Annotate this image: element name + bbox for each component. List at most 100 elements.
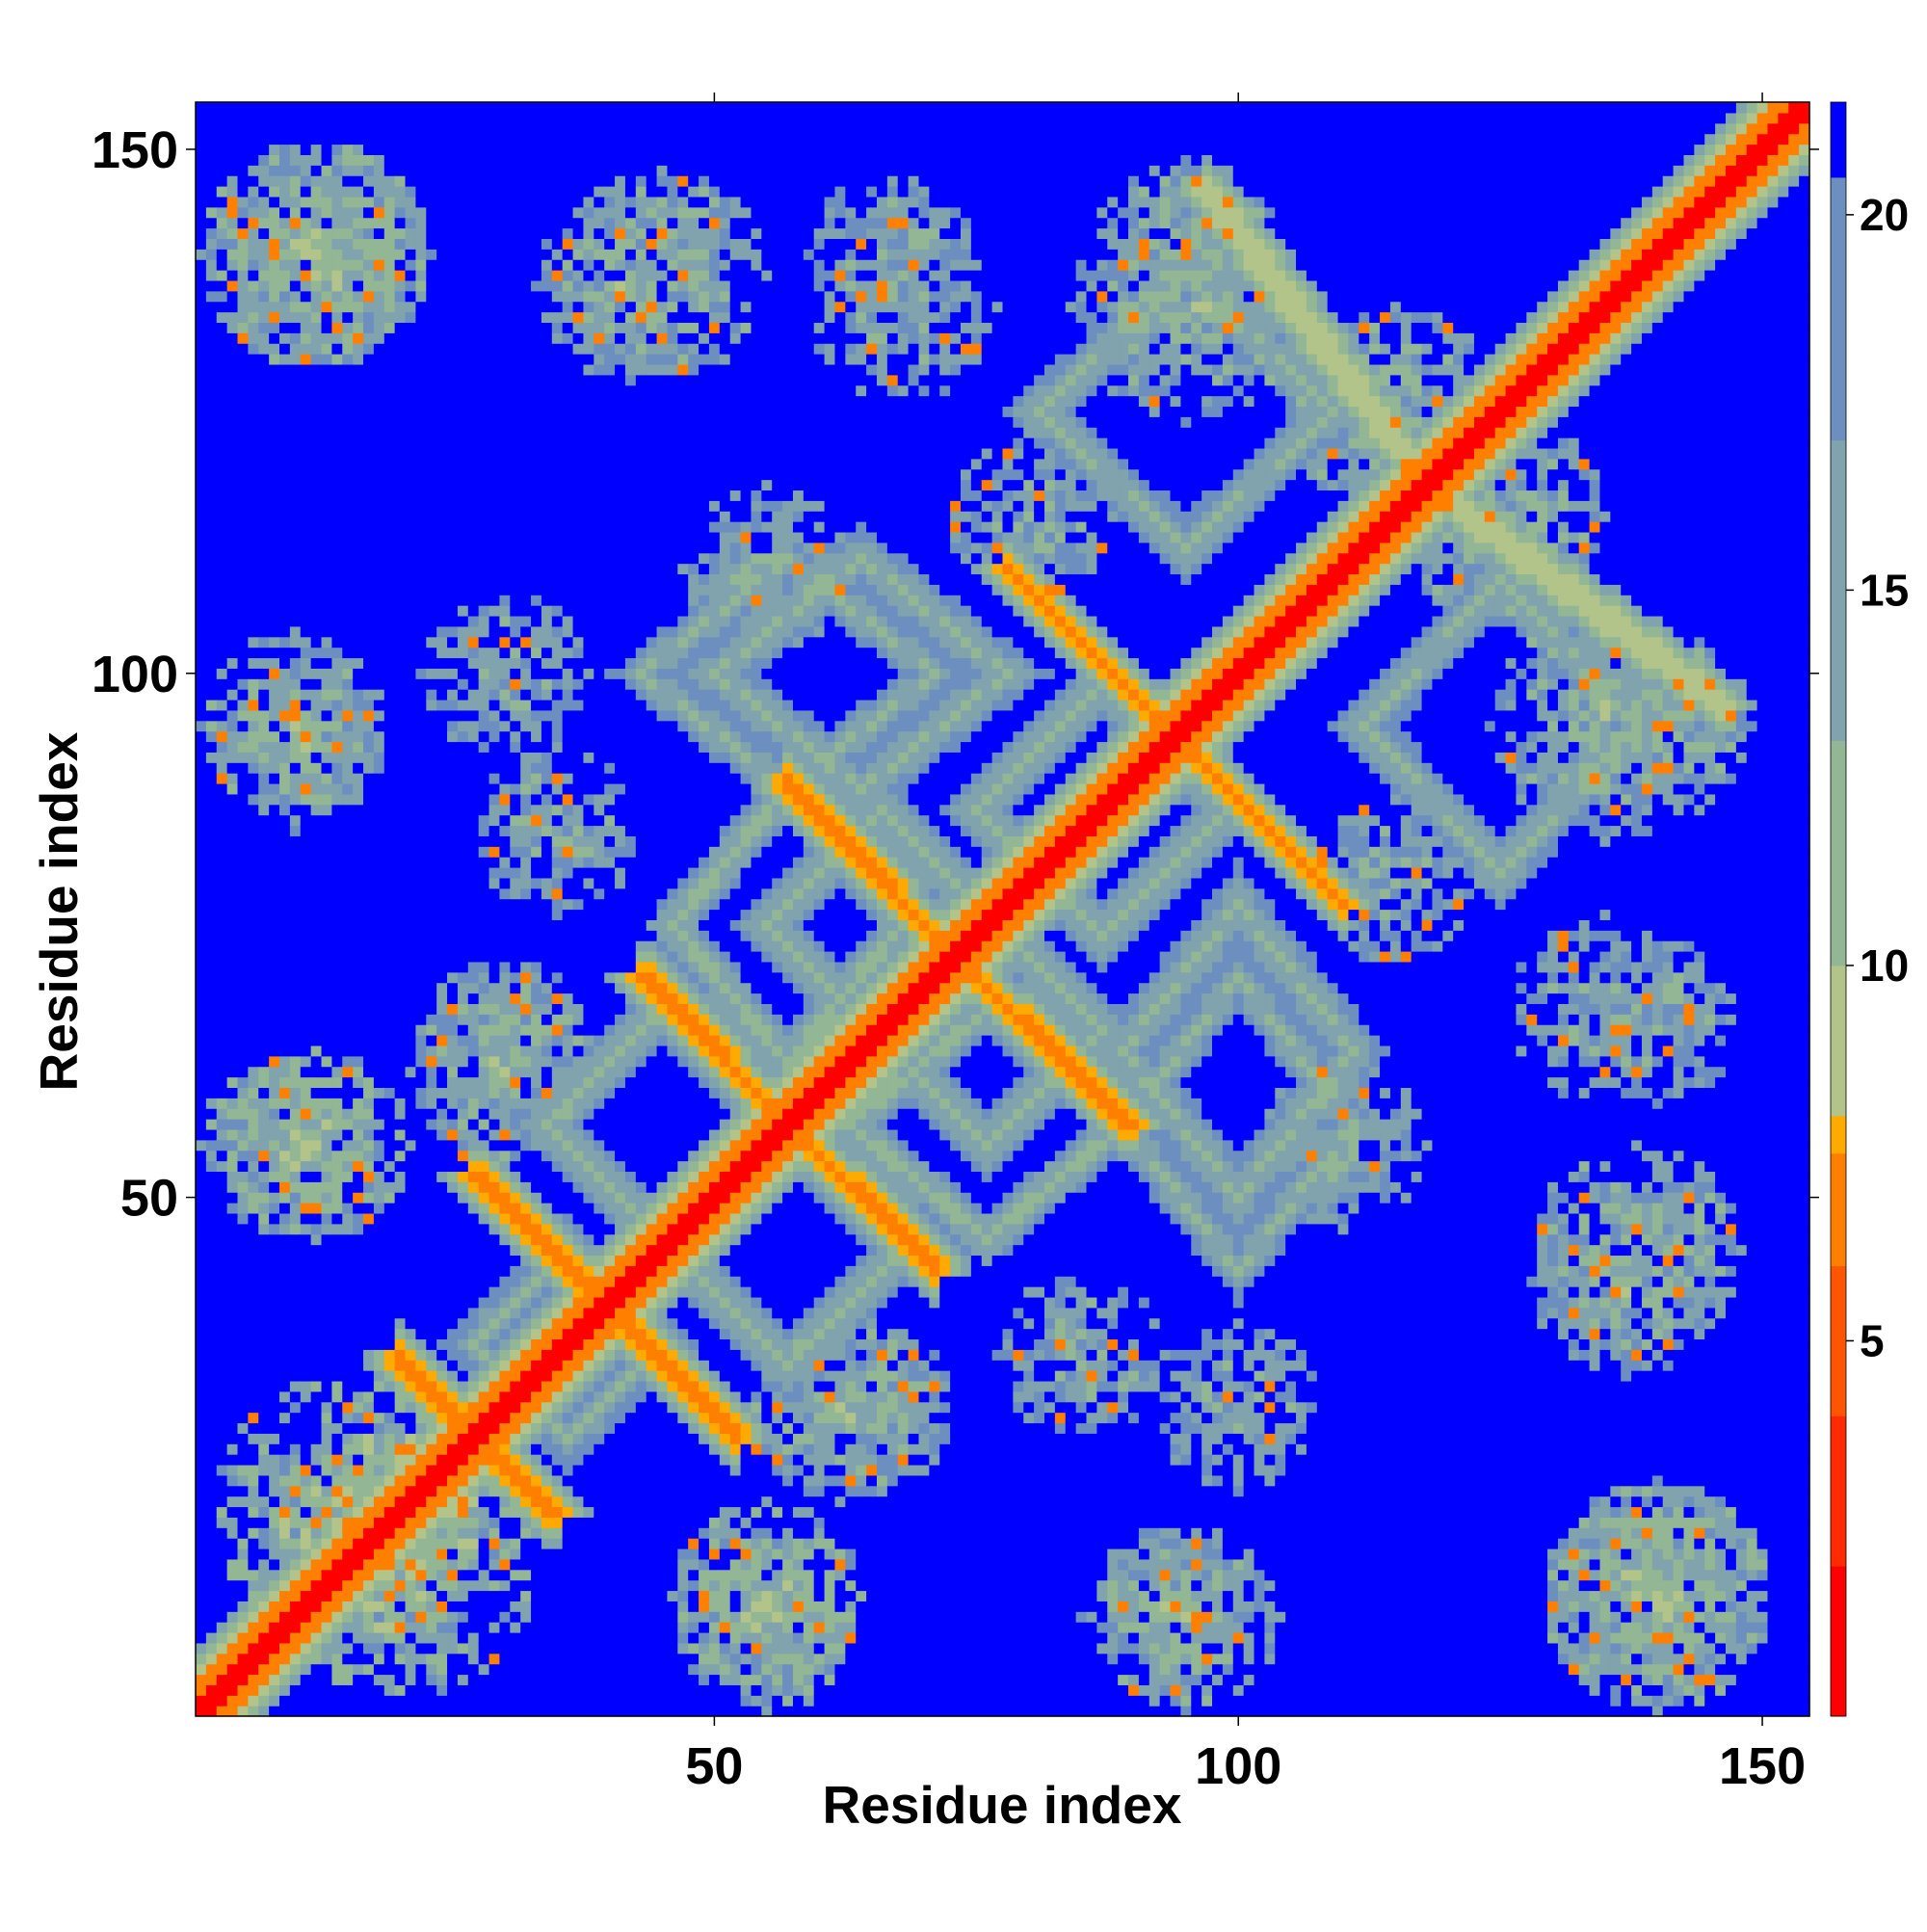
heatmap-cell bbox=[311, 238, 322, 249]
heatmap-cell bbox=[342, 1255, 353, 1265]
heatmap-cell bbox=[406, 228, 416, 239]
heatmap-cell bbox=[248, 1590, 258, 1601]
heatmap-cell bbox=[406, 312, 416, 323]
heatmap-cell bbox=[384, 951, 395, 962]
heatmap-cell bbox=[248, 867, 258, 878]
heatmap-cell bbox=[331, 1098, 342, 1108]
heatmap-cell bbox=[331, 364, 342, 375]
heatmap-cell bbox=[520, 134, 531, 145]
heatmap-cell bbox=[426, 1077, 436, 1088]
heatmap-cell bbox=[520, 1381, 531, 1391]
heatmap-cell bbox=[395, 459, 406, 469]
heatmap-cell bbox=[301, 773, 311, 783]
heatmap-cell bbox=[415, 1119, 426, 1129]
heatmap-cell bbox=[248, 553, 258, 564]
heatmap-cell bbox=[395, 165, 406, 175]
heatmap-cell bbox=[531, 1286, 541, 1297]
heatmap-cell bbox=[395, 1329, 406, 1339]
heatmap-cell bbox=[322, 238, 332, 249]
heatmap-cell bbox=[447, 1045, 458, 1056]
heatmap-cell bbox=[499, 584, 510, 595]
heatmap-cell bbox=[374, 1559, 384, 1570]
heatmap-cell bbox=[479, 657, 489, 668]
heatmap-cell bbox=[301, 1413, 311, 1423]
heatmap-cell bbox=[206, 186, 217, 197]
heatmap-cell bbox=[479, 134, 489, 145]
heatmap-cell bbox=[468, 710, 479, 721]
heatmap-cell bbox=[279, 249, 290, 259]
heatmap-cell bbox=[489, 1548, 500, 1559]
heatmap-cell bbox=[436, 459, 447, 469]
heatmap-cell bbox=[374, 1570, 384, 1580]
heatmap-cell bbox=[479, 878, 489, 888]
heatmap-cell bbox=[322, 1255, 332, 1265]
heatmap-cell bbox=[196, 741, 206, 752]
heatmap-cell bbox=[499, 165, 510, 175]
heatmap-cell bbox=[479, 1684, 489, 1695]
heatmap-cell bbox=[248, 1003, 258, 1014]
heatmap-cell bbox=[489, 1245, 500, 1256]
heatmap-cell bbox=[238, 1087, 249, 1098]
heatmap-cell bbox=[353, 1391, 363, 1402]
heatmap-cell bbox=[499, 1475, 510, 1486]
heatmap-cell bbox=[342, 1454, 353, 1465]
heatmap-cell bbox=[248, 1245, 258, 1256]
heatmap-cell bbox=[206, 406, 217, 416]
heatmap-cell bbox=[510, 1632, 520, 1643]
heatmap-cell bbox=[206, 815, 217, 826]
heatmap-cell bbox=[196, 1276, 206, 1286]
heatmap-cell bbox=[196, 259, 206, 270]
heatmap-cell bbox=[531, 1297, 541, 1308]
heatmap-cell bbox=[499, 1119, 510, 1129]
heatmap-cell bbox=[206, 1129, 217, 1140]
heatmap-cell bbox=[363, 500, 374, 511]
heatmap-cell bbox=[353, 1360, 363, 1370]
heatmap-cell bbox=[258, 564, 269, 574]
heatmap-cell bbox=[406, 532, 416, 543]
heatmap-cell bbox=[227, 1129, 238, 1140]
heatmap-cell bbox=[279, 731, 290, 742]
heatmap-cell bbox=[238, 773, 249, 783]
heatmap-cell bbox=[290, 1192, 301, 1203]
heatmap-cell bbox=[426, 1632, 436, 1643]
heatmap-cell bbox=[342, 899, 353, 910]
heatmap-cell bbox=[196, 543, 206, 553]
heatmap-cell bbox=[258, 459, 269, 469]
heatmap-cell bbox=[322, 1203, 332, 1213]
heatmap-cell bbox=[489, 1580, 500, 1591]
heatmap-cell bbox=[342, 1475, 353, 1486]
heatmap-cell bbox=[363, 1045, 374, 1056]
heatmap-cell bbox=[353, 1338, 363, 1349]
heatmap-cell bbox=[374, 123, 384, 134]
heatmap-cell bbox=[468, 930, 479, 940]
heatmap-cell bbox=[353, 364, 363, 375]
heatmap-cell bbox=[436, 416, 447, 427]
heatmap-cell bbox=[322, 459, 332, 469]
heatmap-cell bbox=[447, 165, 458, 175]
heatmap-cell bbox=[322, 1548, 332, 1559]
heatmap-cell bbox=[227, 573, 238, 584]
heatmap-cell bbox=[290, 1003, 301, 1014]
heatmap-cell bbox=[353, 1003, 363, 1014]
heatmap-cell bbox=[520, 469, 531, 480]
heatmap-cell bbox=[290, 1664, 301, 1675]
heatmap-cell bbox=[311, 332, 322, 343]
heatmap-cell bbox=[311, 1056, 322, 1067]
heatmap-cell bbox=[499, 857, 510, 867]
heatmap-cell bbox=[479, 1234, 489, 1245]
heatmap-cell bbox=[520, 1276, 531, 1286]
heatmap-cell bbox=[499, 752, 510, 762]
heatmap-cell bbox=[395, 1570, 406, 1580]
heatmap-cell bbox=[415, 825, 426, 835]
heatmap-cell bbox=[374, 459, 384, 469]
heatmap-cell bbox=[311, 1674, 322, 1684]
heatmap-cell bbox=[415, 1129, 426, 1140]
heatmap-cell bbox=[258, 888, 269, 899]
heatmap-cell bbox=[290, 1622, 301, 1632]
heatmap-cell bbox=[258, 1098, 269, 1108]
heatmap-cell bbox=[406, 573, 416, 584]
heatmap-cell bbox=[227, 175, 238, 186]
heatmap-cell bbox=[489, 1632, 500, 1643]
heatmap-cell bbox=[384, 564, 395, 574]
heatmap-cell bbox=[436, 1465, 447, 1475]
